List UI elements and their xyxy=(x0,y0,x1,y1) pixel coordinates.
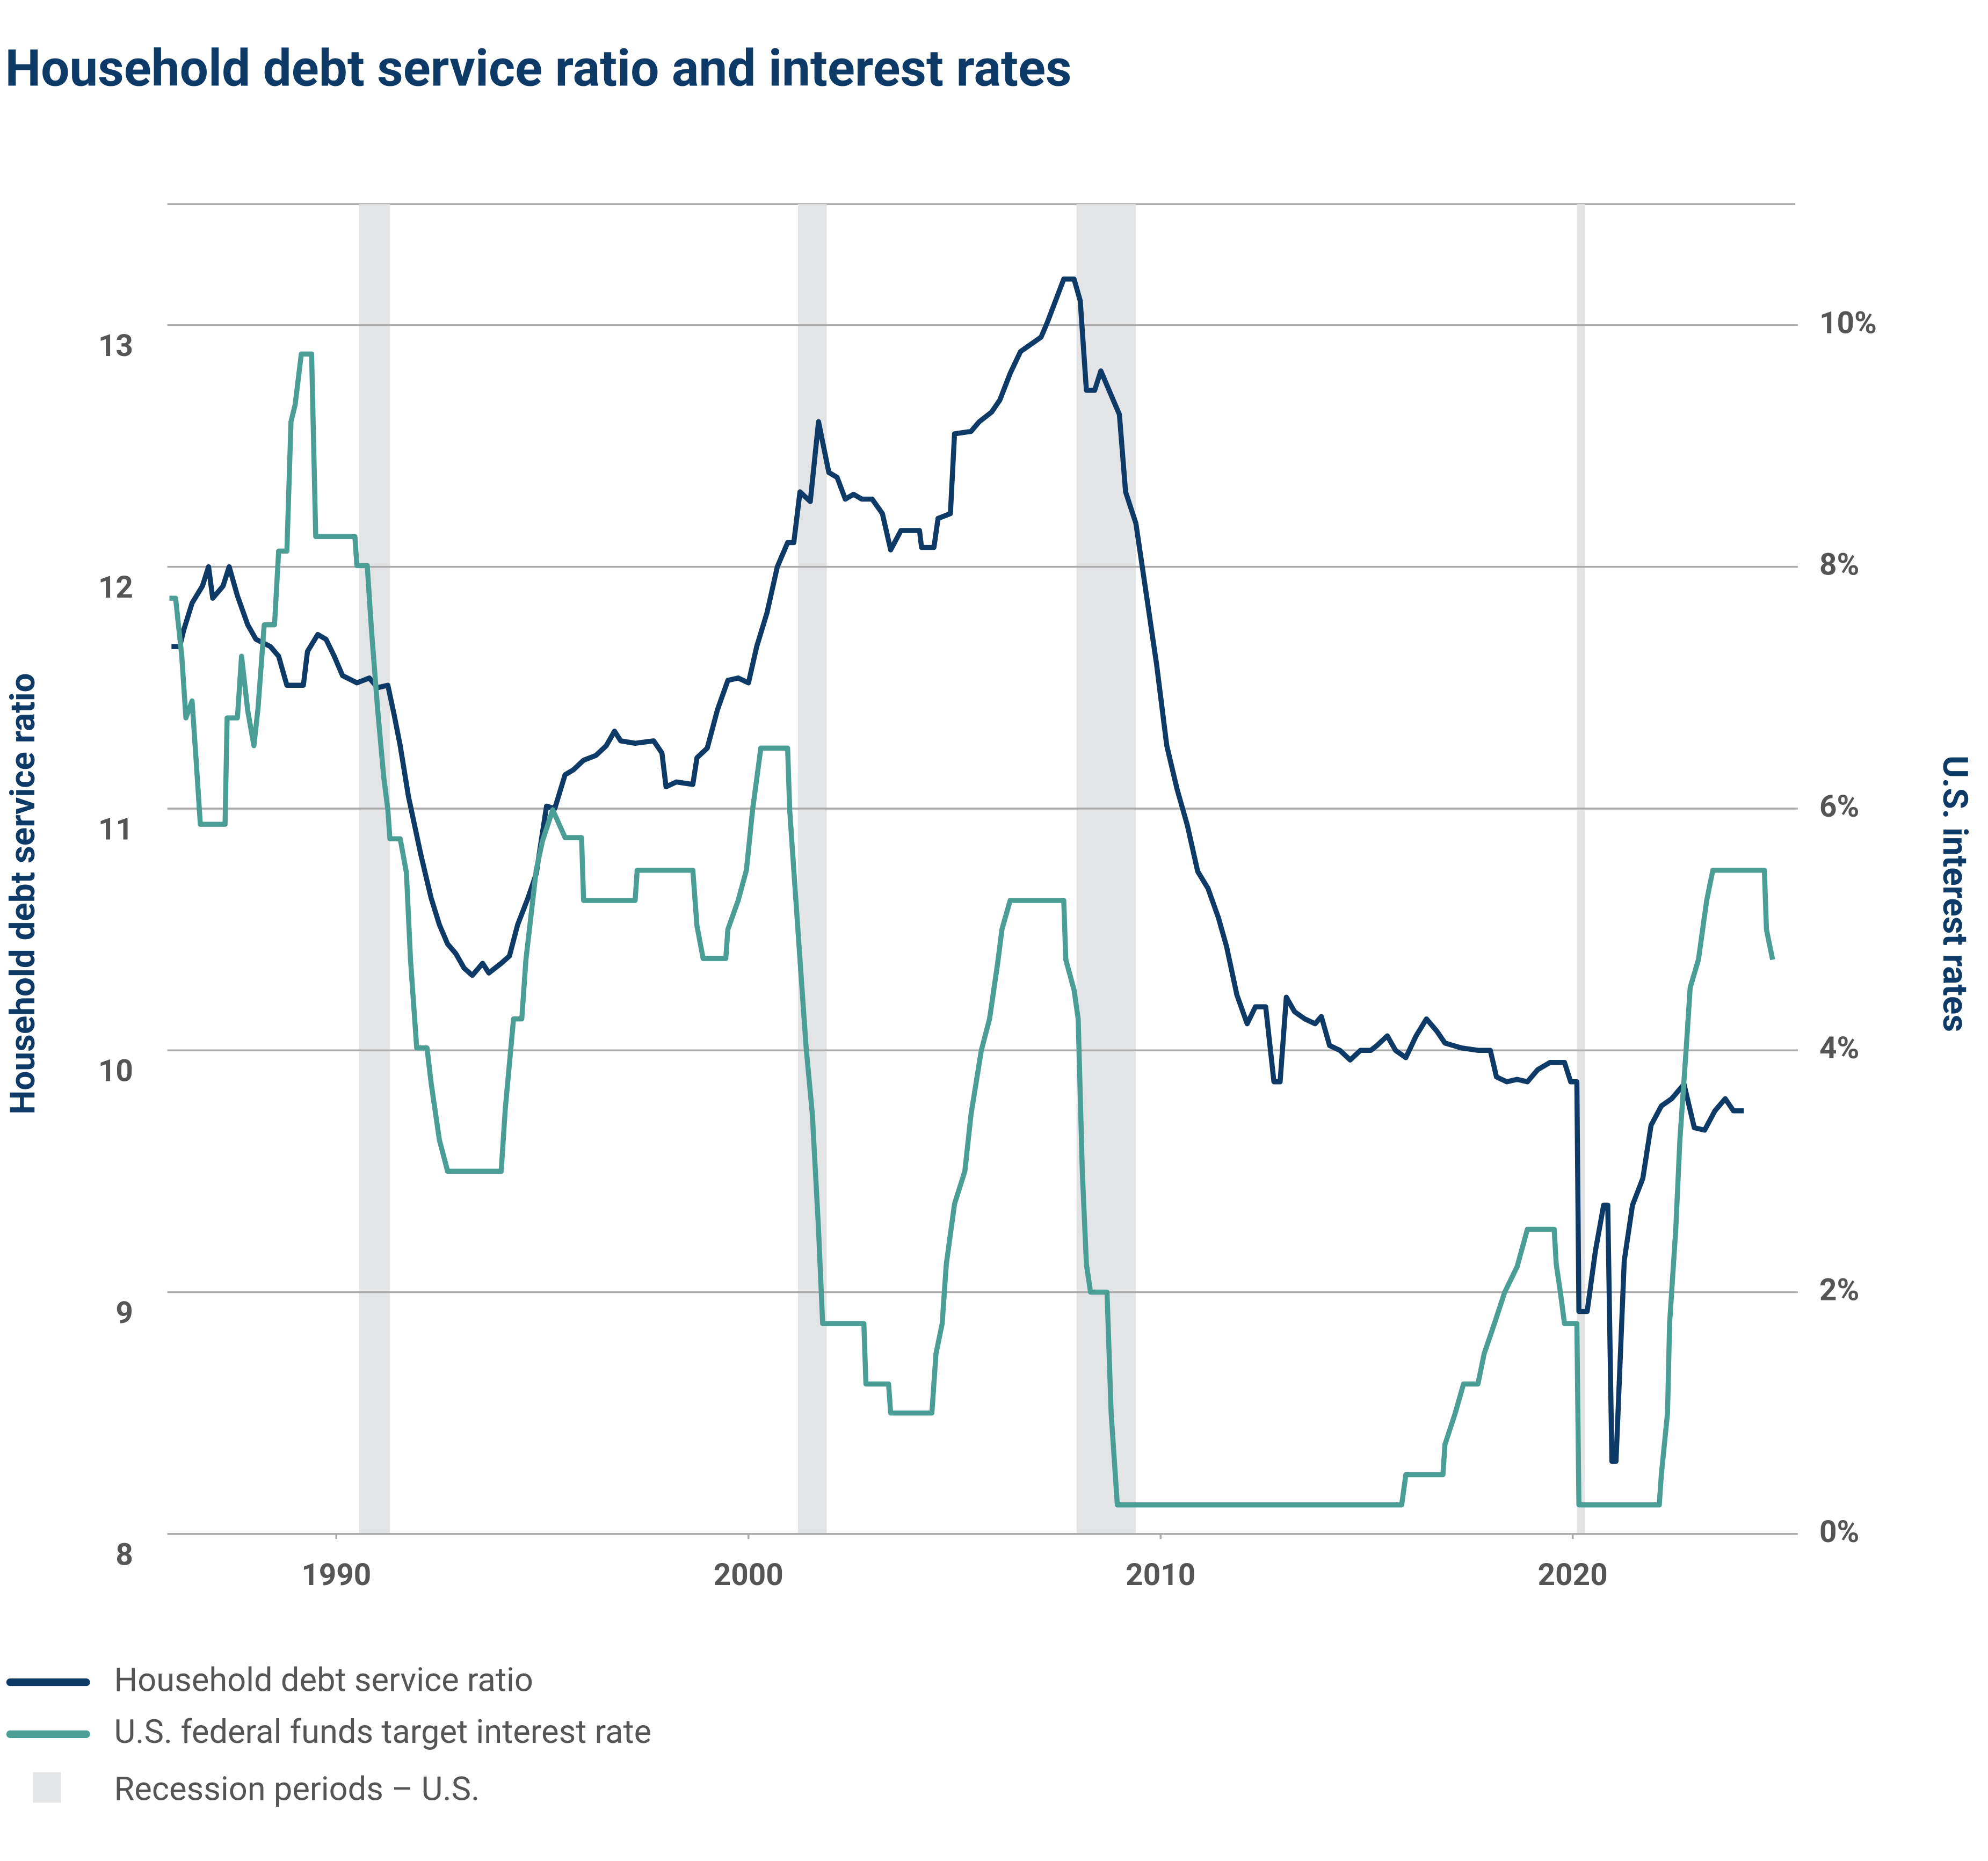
y2-tick-label: 6% xyxy=(1819,788,1859,824)
recession-band xyxy=(359,204,390,1534)
y-tick-label: 9 xyxy=(115,1295,133,1331)
series-line xyxy=(171,277,1744,1464)
legend-label: Household debt service ratio xyxy=(114,1660,533,1699)
legend-label: Recession periods – U.S. xyxy=(114,1769,480,1808)
x-tick-label: 2000 xyxy=(714,1557,783,1593)
y-tick-label: 13 xyxy=(98,328,133,364)
y-tick-label: 10 xyxy=(98,1053,133,1089)
x-tick-label: 2010 xyxy=(1126,1557,1195,1593)
y-tick-label: 12 xyxy=(98,569,133,605)
legend-label: U.S. federal funds target interest rate xyxy=(114,1712,651,1751)
x-tick-label: 1990 xyxy=(301,1557,371,1593)
chart-title: Household debt service ratio and interes… xyxy=(5,39,1071,99)
y2-tick-label: 4% xyxy=(1819,1030,1859,1066)
y2-tick-label: 10% xyxy=(1819,304,1877,340)
series-line xyxy=(169,351,1775,1508)
legend-swatch xyxy=(33,1772,61,1803)
y2-axis-title: U.S. interest rates xyxy=(1935,755,1975,1032)
y2-tick-label: 2% xyxy=(1819,1271,1859,1307)
x-tick-label: 2020 xyxy=(1538,1557,1608,1593)
y-tick-label: 8 xyxy=(115,1536,133,1572)
y2-tick-label: 8% xyxy=(1819,547,1859,583)
recession-band xyxy=(797,204,827,1534)
y-axis-title: Household debt service ratio xyxy=(3,673,43,1114)
y2-tick-label: 0% xyxy=(1819,1514,1859,1550)
y-tick-label: 11 xyxy=(98,811,133,847)
